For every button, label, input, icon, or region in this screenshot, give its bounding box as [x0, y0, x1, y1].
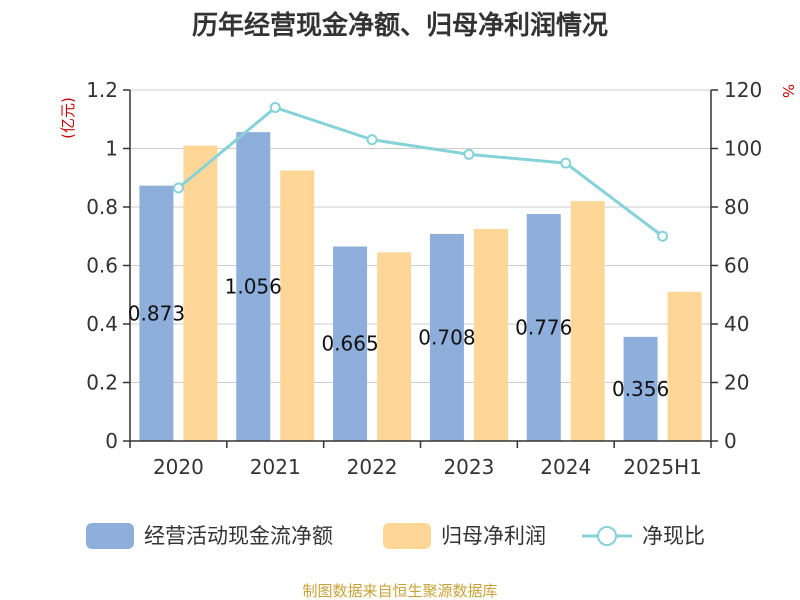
left-tick-label: 0.8	[86, 195, 118, 219]
x-tick-label: 2021	[250, 455, 301, 479]
bar-cash-flow	[429, 233, 464, 441]
left-tick-label: 0.6	[86, 254, 118, 278]
legend-label-cash-flow: 经营活动现金流净额	[144, 524, 333, 548]
bars	[139, 132, 702, 441]
bar-net-profit	[570, 201, 605, 441]
right-tick-label: 60	[724, 254, 749, 278]
bar-net-profit	[280, 170, 315, 441]
ratio-point	[560, 157, 572, 169]
x-tick-label: 2024	[540, 455, 591, 479]
bar-net-profit	[667, 291, 702, 441]
data-label-cash-flow: 0.873	[128, 301, 185, 325]
bar-cash-flow	[139, 185, 174, 441]
legend-marker-ratio	[597, 526, 617, 546]
data-label-cash-flow: 0.356	[612, 377, 669, 401]
right-tick-label: 0	[724, 429, 737, 453]
left-tick-label: 1	[105, 137, 118, 161]
right-tick-label: 80	[724, 195, 749, 219]
legend: 经营活动现金流净额 归母净利润 净现比	[86, 523, 705, 549]
data-labels: 0.873 1.056 0.665 0.708 0.776 0.356	[128, 275, 669, 401]
data-label-cash-flow: 0.665	[321, 332, 378, 356]
left-tick-label: 0.2	[86, 371, 118, 395]
right-tick-label: 40	[724, 312, 749, 336]
right-tick-label: 100	[724, 137, 762, 161]
bar-net-profit	[377, 252, 412, 441]
data-source: 制图数据来自恒生聚源数据库	[302, 582, 497, 600]
chart-title: 历年经营现金净额、归母净利润情况	[192, 10, 608, 41]
left-tick-label: 0.4	[86, 312, 118, 336]
legend-swatch-net-profit	[383, 523, 431, 549]
ratio-point	[269, 102, 281, 114]
left-tick-label: 1.2	[86, 78, 118, 102]
axes: 0 0.2 0.4 0.6 0.8 1 1.2 0 20 40 60 80 100 120 2020 2021…	[86, 78, 762, 479]
ratio-point	[366, 134, 378, 146]
right-tick-label: 120	[724, 78, 762, 102]
bar-net-profit	[183, 145, 218, 441]
bar-net-profit	[473, 228, 508, 441]
bar-cash-flow	[333, 246, 368, 441]
ratio-line	[172, 102, 669, 242]
left-axis-unit: (亿元)	[59, 97, 77, 139]
data-label-cash-flow: 1.056	[225, 275, 282, 299]
bar-cash-flow	[526, 214, 561, 441]
legend-swatch-cash-flow	[86, 523, 134, 549]
x-tick-label: 2020	[153, 455, 204, 479]
bar-cash-flow	[236, 132, 271, 441]
legend-label-net-profit: 归母净利润	[441, 524, 546, 548]
left-tick-label: 0	[105, 429, 118, 453]
right-axis-unit: %	[779, 84, 797, 98]
x-tick-label: 2023	[443, 455, 494, 479]
x-tick-label: 2025H1	[623, 455, 702, 479]
ratio-point	[172, 182, 184, 194]
ratio-point	[463, 148, 475, 160]
data-label-cash-flow: 0.776	[515, 316, 572, 340]
right-tick-label: 20	[724, 371, 749, 395]
bar-cash-flow	[623, 336, 658, 441]
x-tick-label: 2022	[347, 455, 398, 479]
legend-label-ratio: 净现比	[642, 524, 705, 548]
data-label-cash-flow: 0.708	[418, 325, 475, 349]
ratio-point	[657, 230, 669, 242]
ratio-series-line	[177, 106, 664, 238]
